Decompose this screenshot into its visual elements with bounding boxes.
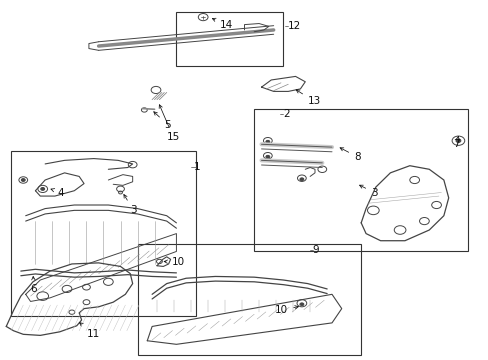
Text: 4: 4	[51, 188, 64, 198]
Text: 10: 10	[275, 305, 298, 315]
Bar	[11, 152, 196, 316]
Bar	[254, 109, 467, 251]
Circle shape	[299, 303, 303, 306]
Bar	[176, 12, 283, 66]
Text: 8: 8	[339, 148, 360, 162]
Text: 3: 3	[359, 185, 377, 198]
Text: 11: 11	[80, 323, 100, 339]
Text: 10: 10	[164, 257, 184, 267]
Text: 14: 14	[212, 18, 233, 30]
Text: 13: 13	[296, 90, 320, 107]
Text: 5: 5	[154, 112, 170, 130]
Bar	[137, 244, 361, 355]
Text: 12: 12	[287, 21, 301, 31]
Text: 9: 9	[312, 245, 319, 255]
Text: 1: 1	[193, 162, 200, 172]
Text: 6: 6	[30, 276, 37, 294]
Text: 7: 7	[453, 136, 459, 149]
Circle shape	[265, 140, 269, 143]
Text: 3: 3	[123, 194, 137, 215]
Circle shape	[265, 156, 269, 158]
Circle shape	[41, 188, 44, 190]
Text: 15: 15	[159, 105, 180, 142]
Circle shape	[455, 139, 460, 143]
Text: 2: 2	[283, 109, 289, 119]
Circle shape	[21, 179, 25, 181]
Circle shape	[299, 178, 303, 181]
